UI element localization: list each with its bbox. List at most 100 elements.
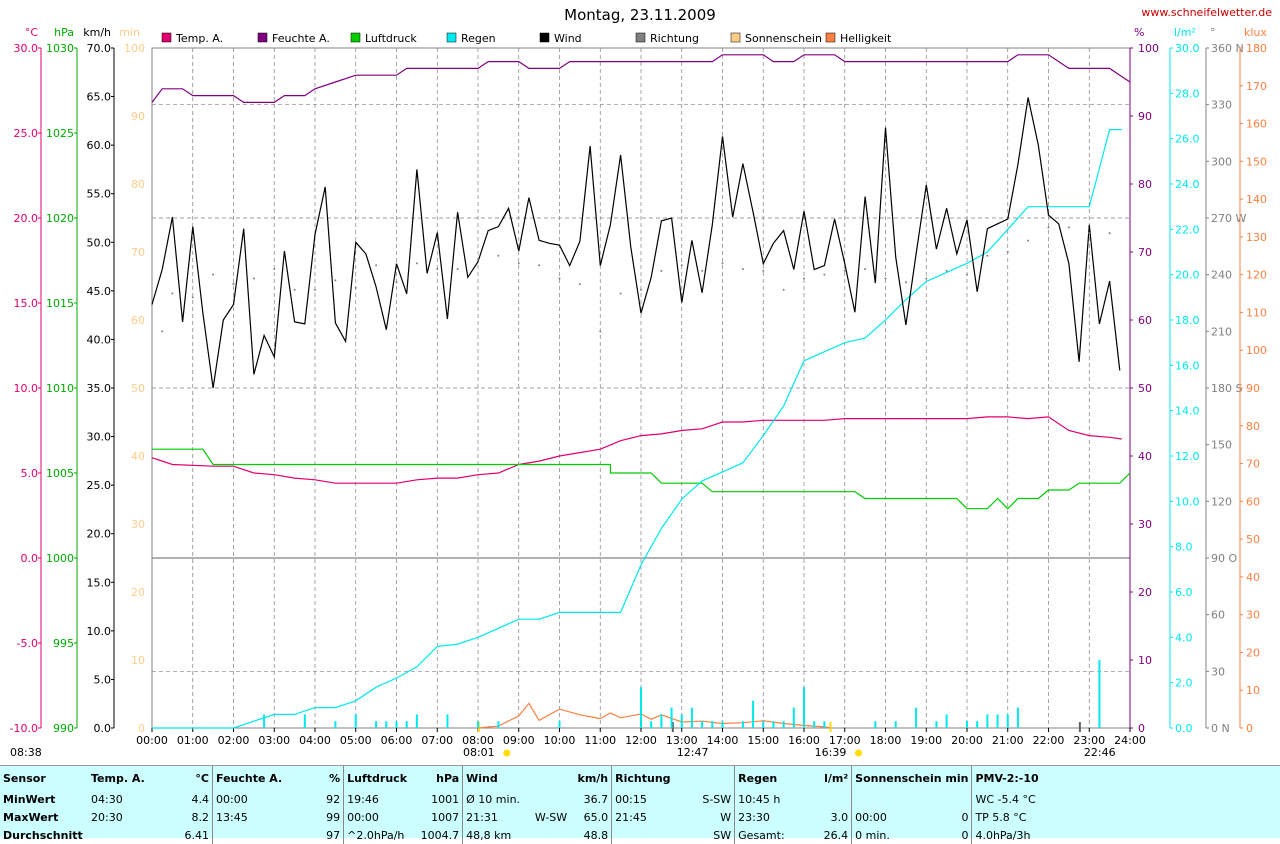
pressure-axis-tick: 995 — [53, 637, 74, 650]
temp-axis-tick: -5.0 — [17, 637, 38, 650]
x-tick-label: 17:00 — [829, 734, 861, 747]
legend-swatch — [635, 32, 646, 43]
series-temp-a — [151, 416, 1122, 484]
sun-total-label: 0 min. — [851, 826, 939, 844]
sun-axis-tick: 60 — [131, 314, 145, 327]
temp-axis-tick: 25.0 — [14, 127, 39, 140]
direction-point — [701, 269, 704, 272]
sun-icon — [503, 749, 511, 757]
x-tick-label: 22:00 — [1033, 734, 1065, 747]
direction-point — [1027, 239, 1030, 242]
sun-axis-tick: 50 — [131, 382, 145, 395]
direction-point — [660, 269, 663, 272]
legend-swatch — [161, 32, 172, 43]
lux-axis-tick: 120 — [1246, 269, 1267, 282]
direction-axis-tick: 240 — [1211, 269, 1232, 282]
wind-axis-tick: 60.0 — [87, 139, 112, 152]
rain-min-time: 10:45 h — [734, 790, 804, 808]
lux-axis-tick: 150 — [1246, 155, 1267, 168]
legend-label: Helligkeit — [840, 32, 892, 45]
wind-axis-tick: 10.0 — [87, 625, 112, 638]
direction-point — [477, 258, 479, 261]
wind-avg: 48.8 — [583, 828, 609, 842]
rain-max-time: 23:30 — [734, 808, 804, 826]
pmv-min: WC -5.4 °C — [971, 790, 1099, 808]
grid — [152, 48, 1130, 728]
humidity-axis-tick: 80 — [1138, 178, 1152, 191]
temp-max-time: 20:30 — [91, 810, 123, 824]
series-regen — [152, 129, 1122, 729]
rain-axis-tick: 4.0 — [1175, 631, 1193, 644]
sun-axis-tick: 100 — [124, 42, 145, 55]
lux-axis-tick: 90 — [1246, 382, 1260, 395]
humidity-axis-tick: 30 — [1138, 518, 1152, 531]
x-tick-label: 20:00 — [951, 734, 983, 747]
lux-axis-tick: 60 — [1246, 495, 1260, 508]
wind-axis-tick: 55.0 — [87, 188, 112, 201]
wind-unit: km/h — [577, 771, 609, 785]
direction-point — [904, 281, 907, 284]
direction-point — [375, 264, 378, 267]
direction-point — [395, 281, 398, 284]
x-tick-label: 08:00 — [462, 734, 494, 747]
press-min-time: 19:46 — [343, 790, 411, 808]
x-tick-label: 06:00 — [381, 734, 413, 747]
direction-point — [252, 277, 255, 280]
direction-point — [925, 277, 928, 280]
sun-max-time: 00:00 — [851, 808, 939, 826]
direction-axis-tick: 360 N — [1211, 42, 1244, 55]
humidity-axis-tick: 90 — [1138, 110, 1152, 123]
series-rain-bars — [263, 660, 1101, 728]
direction-point — [843, 269, 846, 272]
temp-avg: 6.41 — [184, 828, 210, 842]
rain-axis-tick: 10.0 — [1175, 495, 1200, 508]
direction-point — [538, 264, 541, 267]
direction-point — [314, 288, 316, 291]
hum-max-value: 99 — [326, 810, 341, 824]
wind-axis-tick: 25.0 — [87, 479, 112, 492]
x-tick-label: 24:00 — [1114, 734, 1146, 747]
sun-axis-tick: 80 — [131, 178, 145, 191]
dir-min-time: 00:15 — [611, 790, 681, 808]
temp-min-value: 4.4 — [191, 792, 210, 806]
pressure-axis-tick: 1000 — [46, 552, 74, 565]
row-label-avg: Durchschnitt — [3, 828, 83, 842]
legend-label: Sonnenschein — [745, 32, 822, 45]
lux-axis-tick: 30 — [1246, 609, 1260, 622]
temp-axis-tick: 15.0 — [14, 297, 39, 310]
pressure-axis-tick: 1010 — [46, 382, 74, 395]
pressure-axis-tick: 1005 — [46, 467, 74, 480]
rain-axis-tick: 24.0 — [1175, 178, 1200, 191]
rain-unit: l/m² — [824, 771, 849, 785]
lux-axis-tick: 40 — [1246, 571, 1260, 584]
sun-axis-tick: 40 — [131, 450, 145, 463]
hum-min-value: 92 — [326, 792, 341, 806]
sun-axis-unit: min — [119, 26, 140, 39]
direction-point — [497, 254, 500, 257]
temp-axis-tick: 0.0 — [21, 552, 39, 565]
humidity-axis-tick: 100 — [1138, 42, 1159, 55]
lux-axis-tick: 70 — [1246, 458, 1260, 471]
rain-axis-tick: 14.0 — [1175, 405, 1200, 418]
pressure-axis-tick: 1030 — [46, 42, 74, 55]
direction-axis-unit: ° — [1210, 26, 1216, 39]
rain-axis-tick: 26.0 — [1175, 133, 1200, 146]
legend-swatch — [446, 32, 457, 43]
lux-axis-tick: 110 — [1246, 306, 1267, 319]
sun-total: 0 — [961, 828, 969, 842]
direction-point — [212, 273, 215, 276]
moon-event-label: 22:46 — [1084, 746, 1116, 759]
rain-total-label: Gesamt: — [734, 826, 804, 844]
x-tick-label: 16:00 — [788, 734, 820, 747]
rain-axis-tick: 2.0 — [1175, 677, 1193, 690]
pmv-avg: 4.0hPa/3h — [971, 826, 1099, 844]
legend-label: Wind — [554, 32, 582, 45]
lux-axis-tick: 50 — [1246, 533, 1260, 546]
weather-chart: Montag, 23.11.2009 www.schneifelwetter.de… — [10, 6, 1273, 759]
direction-point — [1047, 226, 1050, 229]
hum-unit: % — [329, 771, 341, 785]
direction-point — [1006, 251, 1009, 253]
temp-axis-tick: -10.0 — [10, 722, 38, 735]
x-tick-label: 09:00 — [503, 734, 535, 747]
direction-point — [864, 268, 867, 270]
